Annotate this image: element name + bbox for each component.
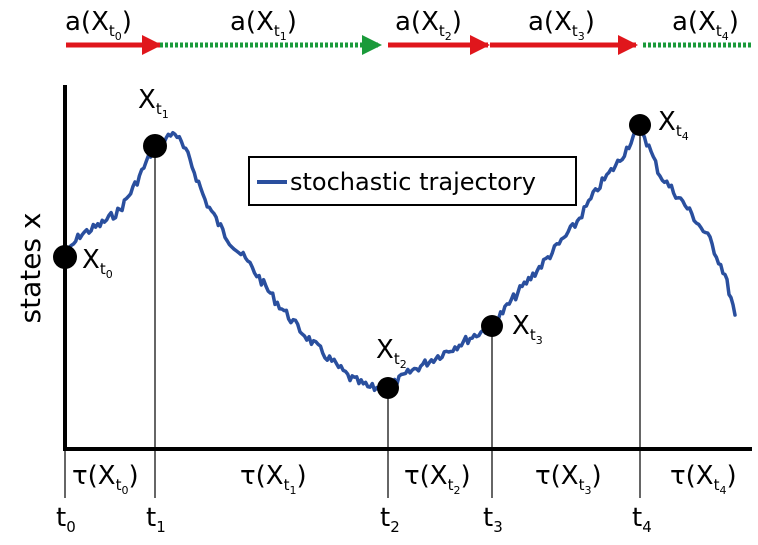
action-labels: a(Xt0) a(Xt1) a(Xt2) a(Xt3) a(Xt4) [65, 7, 739, 43]
point-labels: Xt0 Xt1 Xt2 Xt3 Xt4 [82, 85, 689, 371]
action-label-4: a(Xt4) [672, 7, 739, 43]
duration-labels: τ(Xt0) τ(Xt1) τ(Xt2) τ(Xt3) τ(Xt4) [72, 461, 737, 497]
time-label-0: t0 [56, 503, 76, 536]
state-point-4 [629, 114, 651, 136]
state-point-2 [377, 377, 399, 399]
state-point-3 [481, 315, 503, 337]
state-points [53, 114, 651, 399]
time-label-4: t4 [632, 503, 652, 536]
point-label-0: Xt0 [82, 245, 113, 281]
state-point-1 [143, 134, 167, 158]
state-point-0 [53, 245, 77, 269]
duration-label-3: τ(Xt3) [535, 461, 602, 497]
time-labels: t0 t1 t2 t3 t4 [56, 503, 652, 536]
duration-label-4: τ(Xt4) [670, 461, 737, 497]
action-label-0: a(Xt0) [65, 7, 132, 43]
action-label-1: a(Xt1) [230, 7, 297, 43]
time-label-1: t1 [146, 503, 166, 536]
point-label-1: Xt1 [138, 85, 169, 121]
action-label-2: a(Xt2) [395, 7, 462, 43]
time-label-3: t3 [483, 503, 503, 536]
legend-label: stochastic trajectory [290, 168, 536, 196]
action-label-3: a(Xt3) [528, 7, 595, 43]
point-label-2: Xt2 [376, 335, 407, 371]
duration-label-2: τ(Xt2) [404, 461, 471, 497]
legend: stochastic trajectory [248, 156, 577, 206]
time-label-2: t2 [380, 503, 400, 536]
legend-box [248, 156, 577, 206]
duration-label-0: τ(Xt0) [72, 461, 139, 497]
y-axis-label: states x [14, 213, 47, 324]
stochastic-trajectory-line [63, 119, 737, 394]
time-marker-lines [64, 125, 641, 498]
duration-label-1: τ(Xt1) [240, 461, 307, 497]
point-label-3: Xt3 [512, 311, 543, 347]
point-label-4: Xt4 [658, 107, 689, 143]
